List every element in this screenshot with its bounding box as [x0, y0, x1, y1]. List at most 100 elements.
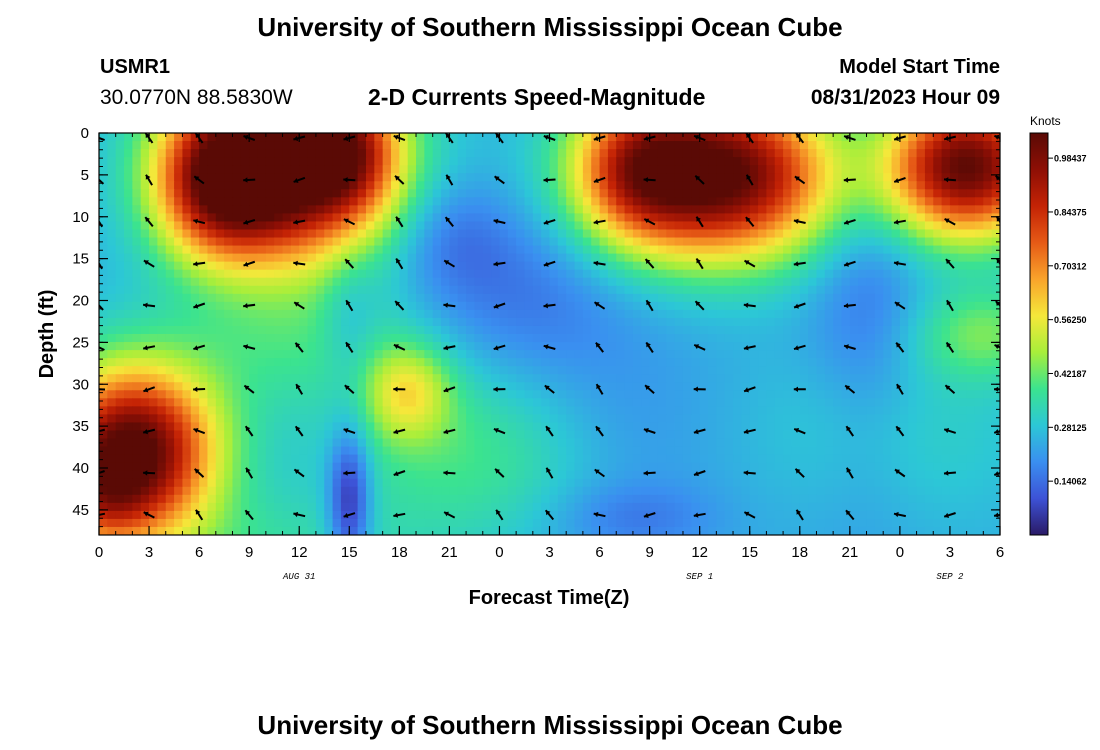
heatmap-cell — [507, 438, 517, 448]
heatmap-cell — [499, 245, 509, 255]
heatmap-cell — [666, 133, 676, 142]
heatmap-cell — [457, 486, 467, 496]
heatmap-cell — [916, 293, 926, 303]
heatmap-cell — [149, 317, 158, 327]
heatmap-cell — [549, 181, 559, 190]
heatmap-cell — [140, 141, 150, 150]
heatmap-cell — [532, 205, 542, 214]
heatmap-cell — [708, 414, 717, 424]
heatmap-cell — [866, 494, 876, 504]
heatmap-cell — [758, 317, 767, 327]
heatmap-cell — [941, 486, 951, 496]
heatmap-cell — [399, 229, 409, 239]
heatmap-cell — [991, 157, 1000, 166]
heatmap-cell — [582, 221, 592, 231]
heatmap-cell — [891, 293, 901, 303]
heatmap-cell — [591, 334, 601, 343]
heatmap-cell — [724, 173, 734, 182]
heatmap-cell — [949, 430, 959, 440]
heatmap-cell — [424, 309, 434, 319]
heatmap-cell — [99, 269, 108, 279]
heatmap-cell — [466, 334, 476, 343]
heatmap-cell — [708, 470, 717, 480]
heatmap-cell — [449, 317, 459, 327]
heatmap-cell — [657, 285, 667, 295]
heatmap-cell — [632, 285, 642, 295]
heatmap-cell — [374, 253, 384, 263]
heatmap-cell — [224, 325, 234, 335]
heatmap-cell — [607, 382, 617, 391]
heatmap-cell — [899, 293, 909, 303]
heatmap-cell — [257, 213, 267, 223]
heatmap-cell — [399, 414, 409, 424]
heatmap-cell — [140, 245, 150, 255]
heatmap-cell — [741, 494, 751, 504]
heatmap-cell — [557, 478, 567, 488]
heatmap-cell — [374, 285, 384, 295]
heatmap-cell — [791, 414, 801, 424]
heatmap-cell — [349, 157, 359, 166]
heatmap-cell — [991, 189, 1000, 198]
heatmap-cell — [733, 149, 742, 158]
heatmap-cell — [499, 414, 509, 424]
heatmap-cell — [649, 309, 659, 319]
heatmap-cell — [165, 350, 175, 359]
heatmap-cell — [474, 157, 484, 166]
heatmap-cell — [808, 237, 818, 247]
heatmap-cell — [232, 141, 242, 150]
heatmap-cell — [199, 301, 209, 311]
heatmap-cell — [390, 334, 400, 343]
heatmap-cell — [457, 293, 467, 303]
heatmap-cell — [933, 245, 943, 255]
heatmap-cell — [324, 382, 334, 391]
heatmap-cell — [983, 374, 993, 383]
heatmap-cell — [541, 157, 551, 166]
heatmap-cell — [257, 237, 267, 247]
heatmap-cell — [699, 301, 709, 311]
heatmap-cell — [365, 422, 375, 432]
heatmap-cell — [682, 157, 692, 166]
heatmap-cell — [874, 342, 884, 351]
heatmap-cell — [758, 221, 767, 231]
heatmap-cell — [641, 350, 651, 359]
heatmap-cell — [632, 334, 642, 343]
heatmap-cell — [933, 374, 943, 383]
heatmap-cell — [674, 470, 684, 480]
heatmap-cell — [516, 494, 526, 504]
heatmap-cell — [382, 478, 392, 488]
heatmap-cell — [874, 390, 884, 399]
heatmap-cell — [324, 317, 334, 327]
heatmap-cell — [215, 253, 225, 263]
heatmap-cell — [99, 406, 108, 415]
heatmap-cell — [699, 422, 709, 432]
heatmap-cell — [741, 454, 751, 464]
heatmap-cell — [674, 414, 684, 424]
heatmap-cell — [165, 358, 175, 367]
heatmap-cell — [549, 462, 559, 472]
heatmap-cell — [215, 213, 225, 223]
heatmap-cell — [332, 325, 342, 335]
heatmap-cell — [824, 462, 834, 472]
heatmap-cell — [591, 301, 601, 311]
heatmap-cell — [591, 133, 601, 142]
heatmap-cell — [332, 342, 342, 351]
heatmap-cell — [549, 293, 559, 303]
heatmap-cell — [432, 277, 442, 287]
heatmap-cell — [841, 229, 851, 239]
heatmap-cell — [240, 398, 250, 407]
heatmap-cell — [691, 406, 701, 415]
heatmap-cell — [340, 245, 350, 255]
heatmap-cell — [758, 334, 767, 343]
heatmap-cell — [332, 494, 342, 504]
heatmap-cell — [949, 237, 959, 247]
heatmap-cell — [708, 141, 717, 150]
heatmap-cell — [532, 398, 542, 407]
heatmap-cell — [833, 430, 843, 440]
heatmap-cell — [849, 301, 859, 311]
heatmap-cell — [566, 358, 576, 367]
heatmap-cell — [708, 165, 717, 174]
heatmap-cell — [674, 221, 684, 231]
heatmap-cell — [107, 189, 117, 198]
heatmap-cell — [315, 350, 325, 359]
heatmap-cell — [157, 173, 167, 182]
